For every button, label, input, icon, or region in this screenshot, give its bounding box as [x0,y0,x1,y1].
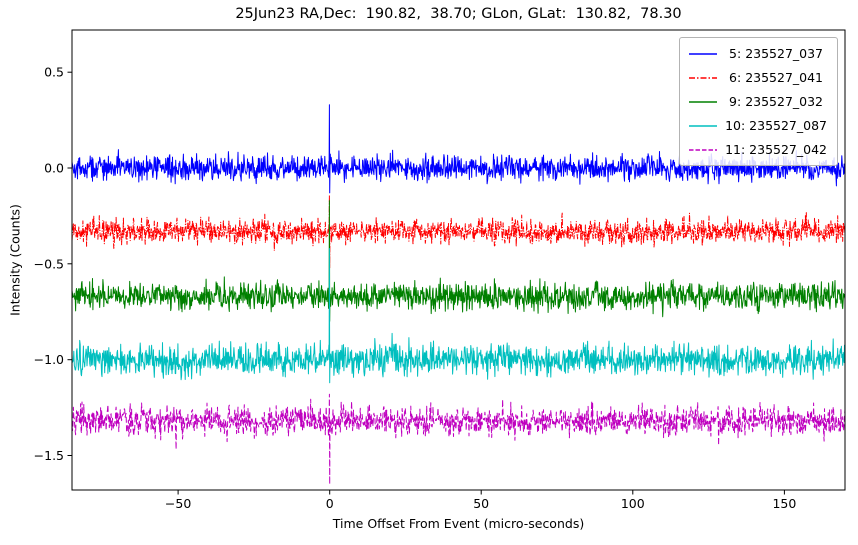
legend-label: 6: 235527_041 [725,70,824,85]
legend-line-sample [689,148,718,151]
legend-line-sample [689,124,718,127]
legend-item: 11: 235527_042 [688,140,827,159]
legend-item: 9: 235527_032 [688,92,827,111]
legend-item: 10: 235527_087 [688,116,827,135]
y-axis-label: Intensity (Counts) [7,204,23,316]
series-line-1 [71,194,846,269]
legend: 5: 235527_037 6: 235527_041 9: 235527_03… [679,37,838,166]
y-tick-label: −1.0 [34,352,64,367]
x-tick-label: 100 [621,496,645,511]
legend-line-sample [689,100,718,103]
legend-label: 11: 235527_042 [725,142,827,157]
y-tick-label: −0.5 [34,256,64,271]
legend-label: 9: 235527_032 [725,94,824,109]
x-tick-label: 50 [473,496,489,511]
legend-line-sample [689,76,718,79]
series-line-0 [71,104,846,194]
x-axis-label: Time Offset From Event (micro-seconds) [332,516,585,531]
series-line-2 [71,200,846,322]
x-tick-label: 150 [772,496,796,511]
legend-label: 10: 235527_087 [725,118,827,133]
y-tick-label: −1.5 [34,448,64,463]
series-line-4 [71,393,846,485]
series-line-3 [71,248,846,384]
legend-item: 6: 235527_041 [688,68,827,87]
y-tick-label: 0.0 [44,161,64,176]
y-tick-label: 0.5 [44,65,64,80]
axes-frame [71,29,846,491]
legend-line-sample [689,52,718,55]
x-tick-label: −50 [165,496,191,511]
legend-label: 5: 235527_037 [725,46,824,61]
chart-title: 25Jun23 RA,Dec: 190.82, 38.70; GLon, GLa… [235,6,682,22]
x-tick-label: 0 [326,496,334,511]
legend-item: 5: 235527_037 [688,44,827,63]
